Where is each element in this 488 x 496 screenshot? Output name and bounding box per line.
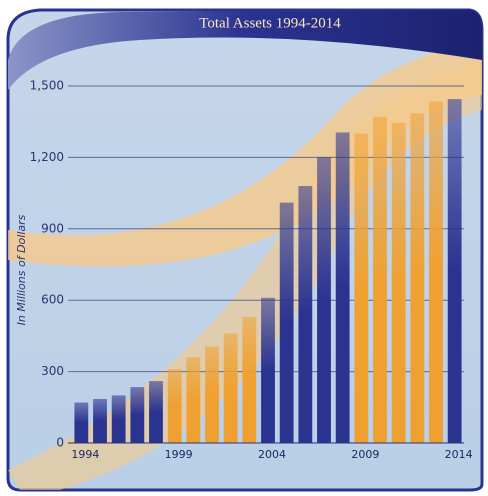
bar — [373, 117, 387, 443]
bar — [205, 347, 219, 443]
bar — [280, 203, 294, 443]
y-tick-label: 1,200 — [30, 150, 64, 164]
y-tick-label: 300 — [41, 364, 64, 378]
x-tick-label: 2014 — [445, 448, 473, 461]
bar — [261, 298, 275, 443]
y-axis-label: In Millions of Dollars — [15, 214, 28, 325]
bar — [112, 395, 126, 443]
bar — [298, 186, 312, 443]
x-tick-label: 1999 — [165, 448, 193, 461]
bar — [168, 369, 182, 443]
bar — [448, 99, 462, 443]
chart-title: Total Assets 1994-2014 — [199, 15, 341, 31]
x-tick-label: 2004 — [258, 448, 286, 461]
bar — [392, 123, 406, 443]
bar — [429, 101, 443, 443]
bar — [74, 403, 88, 443]
bar — [317, 157, 331, 443]
bar — [149, 381, 163, 443]
bar — [410, 113, 424, 443]
y-tick-label: 1,500 — [30, 79, 64, 93]
y-tick-label: 0 — [56, 436, 64, 450]
bar — [336, 132, 350, 443]
bar — [93, 399, 107, 443]
chart: Total Assets 1994-2014 In Millions of Do… — [0, 0, 488, 496]
y-tick-label: 600 — [41, 293, 64, 307]
bar — [354, 134, 368, 443]
bar — [186, 357, 200, 443]
x-tick-label: 1994 — [71, 448, 99, 461]
y-tick-label: 900 — [41, 221, 64, 235]
bar — [130, 387, 144, 443]
bar — [242, 317, 256, 443]
bar — [224, 334, 238, 443]
x-tick-label: 2009 — [351, 448, 379, 461]
